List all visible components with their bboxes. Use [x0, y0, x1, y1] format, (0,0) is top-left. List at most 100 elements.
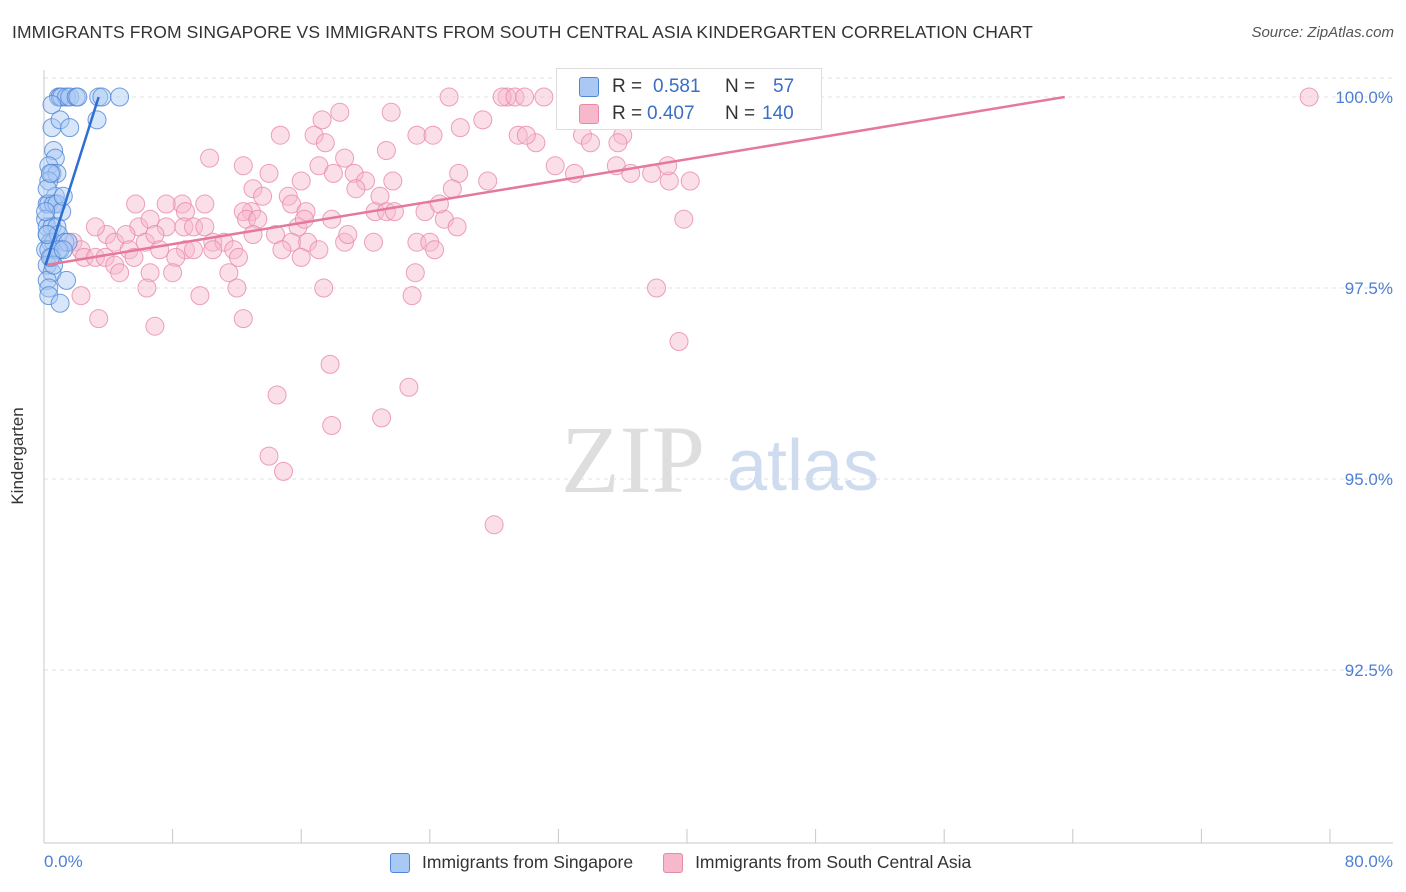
point-south-central-asia: [450, 118, 470, 138]
point-south-central-asia: [335, 148, 355, 168]
point-singapore: [60, 87, 80, 107]
point-south-central-asia: [214, 232, 234, 252]
point-south-central-asia: [291, 247, 311, 267]
point-south-central-asia: [376, 141, 396, 160]
point-singapore: [44, 141, 64, 160]
series-south-central-asia-points: [63, 87, 1319, 535]
point-south-central-asia: [314, 278, 334, 298]
r-label: R =: [612, 103, 643, 124]
point-south-central-asia: [320, 354, 340, 374]
point-singapore: [60, 118, 80, 138]
legend-swatch-singapore: [390, 852, 410, 873]
point-south-central-asia: [381, 102, 401, 122]
stats-legend-box: R = 0.581 N = 57 R = 0.407 N = 140: [556, 68, 822, 130]
point-south-central-asia: [447, 217, 467, 237]
point-south-central-asia: [233, 309, 253, 329]
point-south-central-asia: [278, 186, 298, 206]
series-singapore-points: [36, 87, 130, 313]
singapore-swatch: [579, 77, 599, 97]
point-south-central-asia: [346, 179, 366, 199]
legend-item-south-central-asia[interactable]: Immigrants from South Central Asia: [663, 852, 971, 873]
point-singapore: [52, 87, 72, 107]
point-south-central-asia: [110, 263, 130, 283]
axes: [43, 70, 1393, 844]
trend-line-south-central-asia: [45, 95, 1065, 267]
point-south-central-asia: [407, 232, 427, 252]
point-south-central-asia: [145, 316, 165, 336]
point-south-central-asia: [116, 225, 136, 244]
point-south-central-asia: [71, 286, 91, 306]
point-south-central-asia: [200, 148, 220, 168]
point-south-central-asia: [229, 247, 248, 267]
legend-label-singapore: Immigrants from Singapore: [422, 852, 634, 872]
point-south-central-asia: [356, 171, 375, 191]
point-south-central-asia: [534, 87, 554, 107]
point-south-central-asia: [126, 194, 146, 214]
y-tick-label: 95.0%: [1345, 470, 1393, 489]
point-south-central-asia: [184, 240, 203, 260]
point-singapore: [44, 255, 64, 275]
point-south-central-asia: [163, 263, 183, 283]
n-label: N =: [725, 76, 756, 97]
point-singapore: [39, 286, 59, 306]
point-south-central-asia: [85, 217, 105, 237]
y-tick-label: 100.0%: [1335, 88, 1393, 107]
point-south-central-asia: [172, 194, 192, 214]
point-south-central-asia: [203, 240, 223, 260]
legend-item-singapore[interactable]: Immigrants from Singapore: [390, 852, 633, 873]
trend-line-singapore: [44, 96, 100, 266]
watermark-zip: ZIP: [561, 406, 705, 513]
point-south-central-asia: [372, 408, 392, 428]
y-tick-labels: 100.0% 97.5% 95.0% 92.5%: [1335, 88, 1393, 680]
point-south-central-asia: [405, 263, 425, 283]
point-singapore: [50, 110, 70, 130]
point-south-central-asia: [270, 125, 290, 145]
point-south-central-asia: [296, 202, 316, 222]
point-south-central-asia: [484, 515, 504, 535]
bottom-legend: Immigrants from Singapore Immigrants fro…: [390, 852, 1001, 873]
point-south-central-asia: [680, 171, 700, 191]
y-tick-label: 97.5%: [1345, 279, 1393, 298]
point-south-central-asia: [1299, 87, 1319, 107]
point-singapore: [39, 278, 59, 298]
y-axis-label: Kindergarten: [8, 407, 27, 505]
point-singapore: [50, 293, 70, 313]
south-central-asia-swatch: [579, 104, 599, 124]
point-south-central-asia: [402, 286, 422, 306]
point-south-central-asia: [259, 163, 279, 183]
r-value: 0.407: [647, 103, 695, 124]
point-south-central-asia: [423, 125, 443, 145]
point-singapore: [42, 95, 62, 115]
point-south-central-asia: [505, 87, 525, 107]
point-south-central-asia: [97, 225, 117, 244]
x-axis-max-label: 80.0%: [1344, 852, 1393, 871]
point-south-central-asia: [323, 163, 343, 183]
point-south-central-asia: [330, 102, 350, 122]
source-credit: Source: ZipAtlas.com: [1251, 24, 1394, 41]
r-label: R =: [612, 76, 643, 97]
watermark-atlas: atlas: [727, 426, 879, 506]
y-tick-label: 92.5%: [1345, 661, 1393, 680]
point-south-central-asia: [429, 194, 449, 214]
point-south-central-asia: [608, 133, 628, 153]
point-south-central-asia: [267, 385, 287, 405]
point-south-central-asia: [184, 217, 203, 237]
point-singapore: [57, 270, 76, 290]
trend-lines: [44, 95, 1065, 267]
point-south-central-asia: [516, 125, 536, 145]
point-south-central-asia: [259, 446, 279, 466]
point-south-central-asia: [581, 133, 600, 153]
point-singapore: [40, 163, 60, 183]
point-south-central-asia: [545, 156, 565, 176]
point-south-central-asia: [294, 209, 314, 229]
legend-swatch-south-central-asia: [663, 852, 684, 873]
point-south-central-asia: [140, 263, 160, 283]
point-south-central-asia: [515, 87, 535, 107]
point-singapore: [36, 209, 56, 229]
point-south-central-asia: [272, 240, 292, 260]
point-south-central-asia: [309, 240, 329, 260]
point-south-central-asia: [659, 171, 679, 191]
point-south-central-asia: [233, 156, 253, 176]
point-south-central-asia: [150, 240, 170, 260]
point-south-central-asia: [669, 332, 689, 351]
